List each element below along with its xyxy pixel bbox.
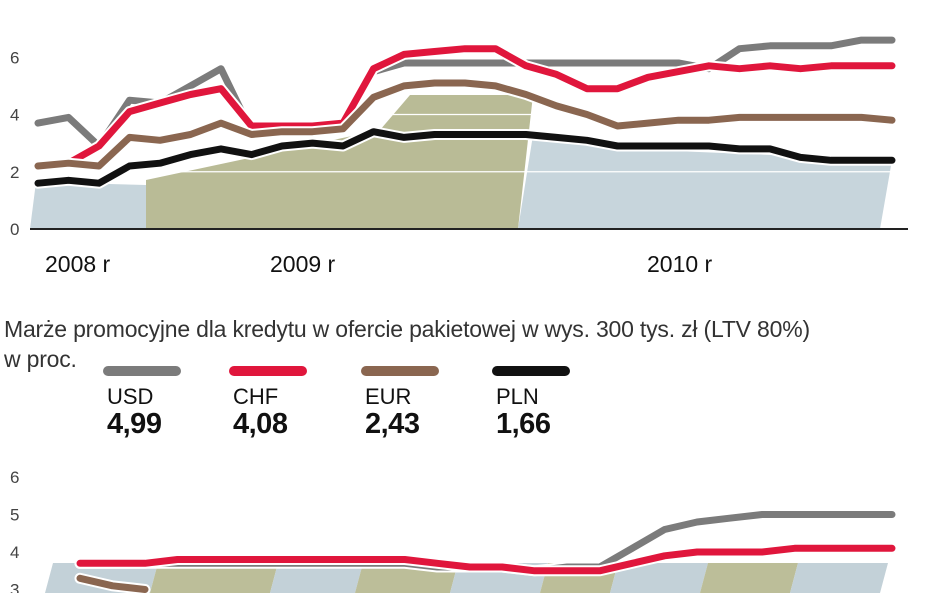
legend-item-chf: CHF 4,08: [229, 366, 343, 440]
y-tick-label: 3: [10, 581, 19, 593]
band-7: [610, 563, 708, 593]
series-line-eur: [76, 574, 149, 593]
y-tick-label: 5: [10, 506, 19, 525]
legend-swatch-eur: [361, 366, 439, 376]
y-axis-ticks: 3 4 5 6: [10, 468, 19, 593]
x-tick-label: 2010 r: [647, 251, 713, 277]
x-tick-label: 2009 r: [270, 251, 336, 277]
legend-item-pln: PLN 1,66: [492, 366, 606, 440]
y-tick-label: 4: [10, 106, 19, 125]
band-9: [790, 563, 888, 593]
band-2: [146, 95, 533, 229]
band-8: [700, 563, 798, 593]
legend-item-usd: USD 4,99: [103, 366, 217, 440]
legend-item-eur: EUR 2,43: [361, 366, 475, 440]
legend-swatch-pln: [492, 366, 570, 376]
legend-swatch-usd: [103, 366, 181, 376]
subtitle-line-1: Marże promocyjne dla kredytu w ofercie p…: [4, 316, 810, 342]
chart-series-lines: [74, 509, 898, 593]
band-2: [150, 563, 278, 593]
y-axis-ticks: 0 2 4 6: [10, 48, 19, 239]
legend-name-chf: CHF: [233, 384, 279, 409]
legend-value-pln: 1,66: [496, 408, 551, 440]
x-tick-label: 2008 r: [45, 251, 111, 277]
y-tick-label: 0: [10, 220, 19, 239]
legend-swatch-chf: [229, 366, 307, 376]
series-line-usd: [34, 36, 896, 150]
band-1: [30, 182, 146, 229]
subtitle-line-2: w proc.: [4, 346, 77, 372]
legend-name-usd: USD: [107, 384, 154, 409]
legend-name-pln: PLN: [496, 384, 539, 409]
y-tick-label: 4: [10, 543, 19, 562]
series-line-eur: [34, 79, 896, 170]
y-tick-label: 6: [10, 468, 19, 487]
x-axis-labels: 2008 r 2009 r 2010 r: [45, 251, 713, 277]
chart-series-lines: [32, 34, 898, 189]
top-line-chart: 0 2 4 6 2008 r 2009 r 2010 r: [10, 34, 908, 277]
legend-value-eur: 2,43: [365, 408, 420, 440]
legend-value-chf: 4,08: [233, 408, 288, 440]
y-tick-label: 2: [10, 163, 19, 182]
series-line-pln: [34, 128, 896, 187]
band-3: [270, 563, 363, 593]
chart-subtitle: Marże promocyjne dla kredytu w ofercie p…: [4, 314, 944, 374]
legend-value-usd: 4,99: [107, 408, 162, 440]
legend-name-eur: EUR: [365, 384, 412, 409]
series-line-chf: [76, 544, 896, 575]
series-line-chf: [34, 45, 896, 170]
bottom-line-chart: 3 4 5 6: [10, 468, 898, 593]
y-tick-label: 6: [10, 48, 19, 67]
